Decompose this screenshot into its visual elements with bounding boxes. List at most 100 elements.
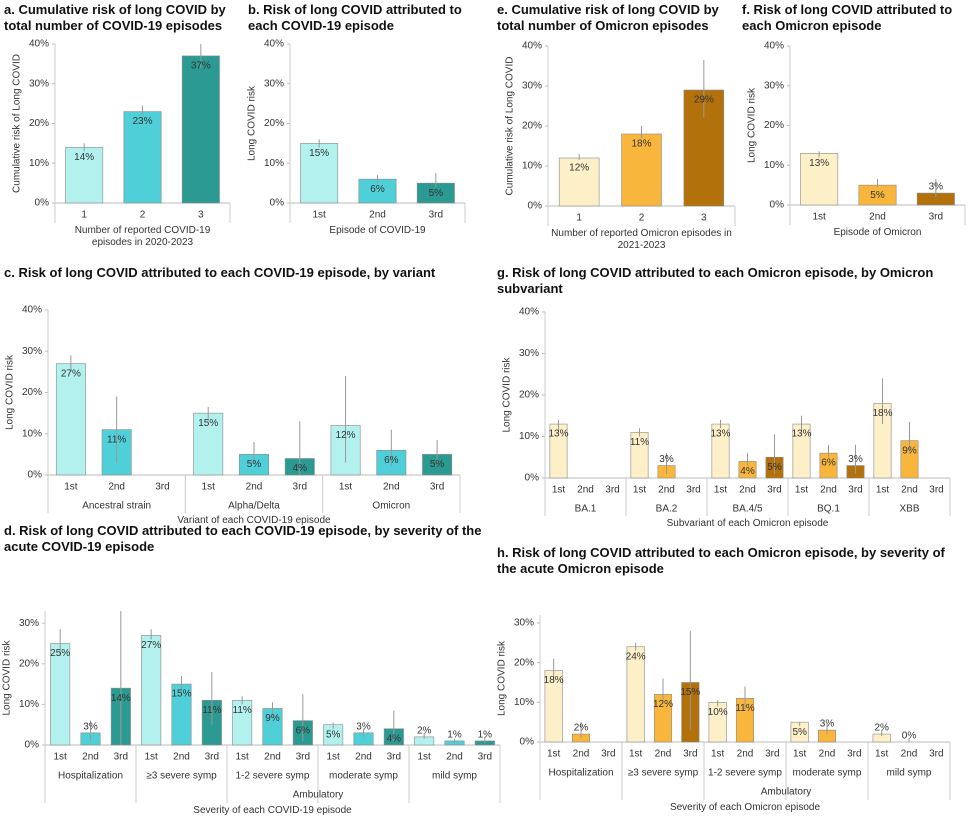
y-tick-label: 20% <box>514 657 534 668</box>
x-axis-label: Episode of Omicron <box>833 227 922 238</box>
value-label: 9% <box>265 713 280 724</box>
bar <box>181 55 220 204</box>
chart-title: e. Cumulative risk of long COVID by tota… <box>497 2 719 33</box>
y-tick-label: 40% <box>519 307 539 318</box>
value-label: 6% <box>821 458 836 469</box>
value-label: 15% <box>680 687 700 698</box>
group-label: Alpha/Delta <box>228 501 280 512</box>
value-label: 10% <box>708 707 728 718</box>
value-label: 25% <box>50 648 70 659</box>
group-label: mild symp <box>886 768 931 779</box>
x-tick-label: 3rd <box>929 212 943 223</box>
value-label: 23% <box>132 116 152 127</box>
y-tick-label: 40% <box>264 39 284 50</box>
y-tick-label: 10% <box>22 428 42 439</box>
x-tick-label: 3rd <box>929 485 943 496</box>
value-label: 6% <box>384 455 399 466</box>
bar <box>300 143 339 204</box>
value-label: 9% <box>902 445 917 456</box>
x-tick-label: 1st <box>711 749 725 760</box>
value-label: 5% <box>767 462 782 473</box>
x-tick-label: 3 <box>198 210 204 221</box>
x-tick-label: 3rd <box>155 482 169 493</box>
bar <box>65 147 104 204</box>
value-label: 12% <box>569 163 589 174</box>
y-tick-label: 40% <box>522 41 542 52</box>
value-label: 4% <box>740 466 755 477</box>
value-label: 15% <box>309 148 329 159</box>
value-label: 4% <box>293 463 308 474</box>
x-tick-label: 2nd <box>820 485 837 496</box>
bar <box>558 157 600 207</box>
value-label: 3% <box>929 182 944 193</box>
x-tick-label: 3rd <box>686 485 700 496</box>
x-tick-label: 1st <box>339 482 353 493</box>
y-tick-label: 0% <box>35 198 50 209</box>
x-tick-label: 1st <box>417 752 431 763</box>
x-tick-label: 3rd <box>683 749 697 760</box>
x-tick-label: 1st <box>875 749 889 760</box>
x-axis-label: Severity of each Omicron episode <box>669 802 821 813</box>
bar <box>123 111 162 204</box>
value-label: 2% <box>574 723 589 734</box>
y-tick-label: 0% <box>28 470 43 481</box>
y-axis-label: Long COVID risk <box>502 356 513 432</box>
group-label: Hospitalization <box>58 771 123 782</box>
x-tick-label: 3rd <box>848 485 862 496</box>
x-tick-label: 3rd <box>929 749 943 760</box>
value-label: 5% <box>430 459 445 470</box>
x-tick-label: 2nd <box>369 210 386 221</box>
value-label: 3% <box>83 721 98 732</box>
x-tick-label: 3rd <box>767 485 781 496</box>
value-label: 2% <box>417 726 432 737</box>
value-label: 27% <box>141 640 161 651</box>
y-tick-label: 10% <box>764 160 784 171</box>
x-tick-label: 1st <box>552 485 566 496</box>
x-tick-label: 3rd <box>601 749 615 760</box>
y-axis-label: Long COVID risk <box>497 640 508 716</box>
y-tick-label: 20% <box>522 121 542 132</box>
value-label: 27% <box>61 368 81 379</box>
x-tick-label: 3rd <box>114 752 128 763</box>
value-label: 14% <box>74 152 94 163</box>
group-label: Hospitalization <box>548 768 613 779</box>
x-tick-label: 2nd <box>869 212 886 223</box>
y-tick-label: 40% <box>29 39 49 50</box>
x-tick-label: 3rd <box>429 210 443 221</box>
x-axis-label: Episode of COVID-19 <box>329 225 426 236</box>
chart-title: c. Risk of long COVID attributed to each… <box>4 265 436 280</box>
x-axis-label: Variant of each COVID-19 episode <box>177 515 331 526</box>
chart-title: g. Risk of long COVID attributed to each… <box>497 265 934 296</box>
x-tick-label: 1st <box>144 752 158 763</box>
x-axis-label: Number of reported COVID-19 episodes in … <box>74 225 211 248</box>
x-tick-label: 3rd <box>430 482 444 493</box>
x-tick-label: 2nd <box>446 752 463 763</box>
bar <box>141 635 162 746</box>
value-label: 5% <box>870 190 885 201</box>
y-tick-label: 20% <box>19 658 39 669</box>
value-label: 11% <box>233 705 252 716</box>
y-axis-label: Long COVID risk <box>247 85 258 161</box>
value-label: 3% <box>659 454 674 465</box>
value-label: 11% <box>630 437 649 448</box>
x-tick-label: 2nd <box>383 482 400 493</box>
y-tick-label: 0% <box>525 473 540 484</box>
supergroup-label: Ambulatory <box>293 790 344 801</box>
x-tick-label: 3rd <box>205 752 219 763</box>
x-tick-label: 2nd <box>108 482 125 493</box>
x-tick-label: 2nd <box>737 749 754 760</box>
y-tick-label: 10% <box>519 431 539 442</box>
y-tick-label: 40% <box>764 41 784 52</box>
x-axis-label: Severity of each COVID-19 episode <box>193 805 352 816</box>
value-label: 13% <box>809 158 829 169</box>
value-label: 5% <box>247 459 262 470</box>
x-tick-label: 1 <box>81 210 87 221</box>
y-tick-label: 40% <box>22 305 42 316</box>
value-label: 6% <box>296 725 311 736</box>
value-label: 37% <box>191 61 211 72</box>
x-tick-label: 2nd <box>655 749 672 760</box>
value-label: 14% <box>111 693 131 704</box>
x-tick-label: 1st <box>629 749 643 760</box>
x-tick-label: 3rd <box>478 752 492 763</box>
value-label: 5% <box>326 729 341 740</box>
